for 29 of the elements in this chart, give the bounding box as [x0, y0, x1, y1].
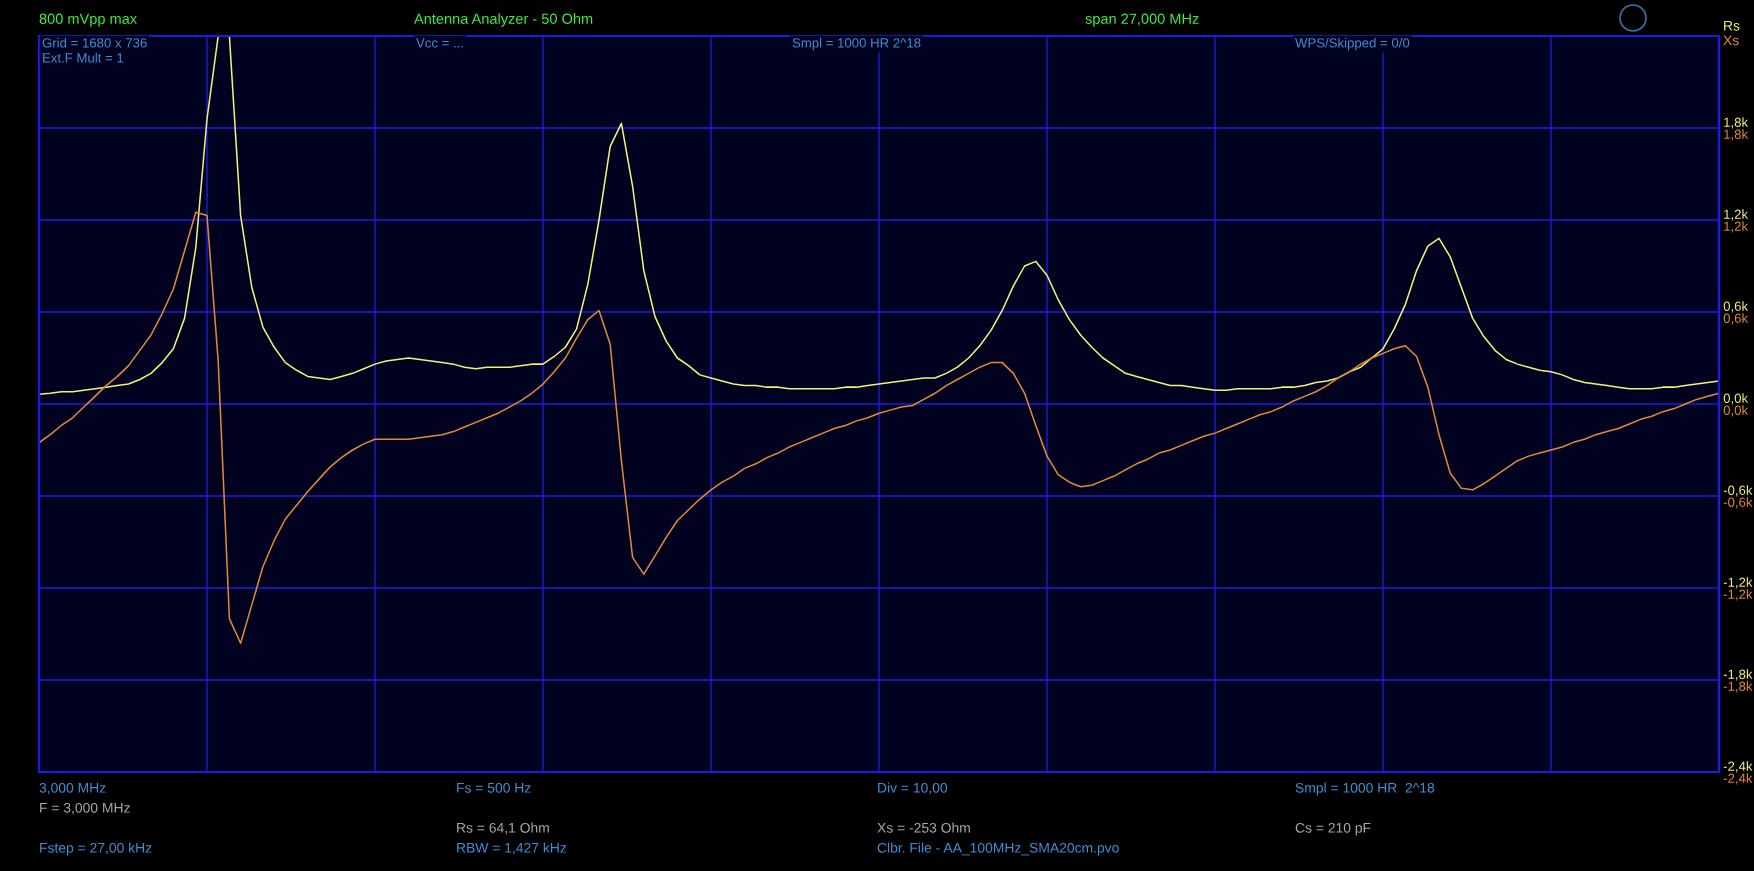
- text: Fstep = 27,00 kHz: [40, 842, 152, 856]
- text: F = 3,000 MHz: [40, 802, 130, 815]
- text: Rs = 64,1 Ohm: [457, 822, 549, 835]
- y-tick-label: -1,2k: [1723, 577, 1753, 589]
- y-tick-label: 1,2k: [1724, 209, 1749, 221]
- text: Smpl = 1000 HR 2^18: [1295, 782, 1435, 796]
- annotation: Grid = 1680 x 736: [42, 37, 147, 48]
- y-tick-label: 0,6k: [1723, 301, 1749, 313]
- text: span 27,000 MHz: [1085, 13, 1199, 27]
- text: Clbr. File - AA_100MHz_SMA20cm.pvo: [877, 842, 1119, 856]
- annotation: Ext.F Mult = 1: [43, 52, 124, 63]
- annotation: Smpl = 1000 HR 2^18: [792, 37, 921, 51]
- y-tick-label: -2,4k: [1723, 761, 1753, 773]
- annotation: WPS/Skipped = 0/0: [1295, 37, 1410, 51]
- annotation: Vcc = ...: [416, 38, 463, 48]
- text: Div = 10,00: [878, 782, 948, 795]
- text: 3,000 MHz: [39, 782, 106, 795]
- text: Xs: [1723, 35, 1739, 46]
- text: Xs = -253 Ohm: [877, 822, 970, 833]
- text: 800 mVpp max: [39, 13, 137, 27]
- y-tick-label: 1,8k: [1724, 117, 1749, 129]
- text: Fs = 500 Hz: [457, 782, 531, 793]
- text: RBW = 1,427 kHz: [457, 842, 567, 855]
- chart-title: Antenna Analyzer - 50 Ohm: [414, 13, 593, 27]
- y-tick-label: 0,0k: [1723, 393, 1749, 405]
- y-tick-label: -0,6k: [1723, 485, 1753, 497]
- text: Rs: [1724, 20, 1740, 31]
- text: Cs = 210 pF: [1295, 822, 1371, 836]
- y-tick-label: -1,8k: [1723, 669, 1753, 681]
